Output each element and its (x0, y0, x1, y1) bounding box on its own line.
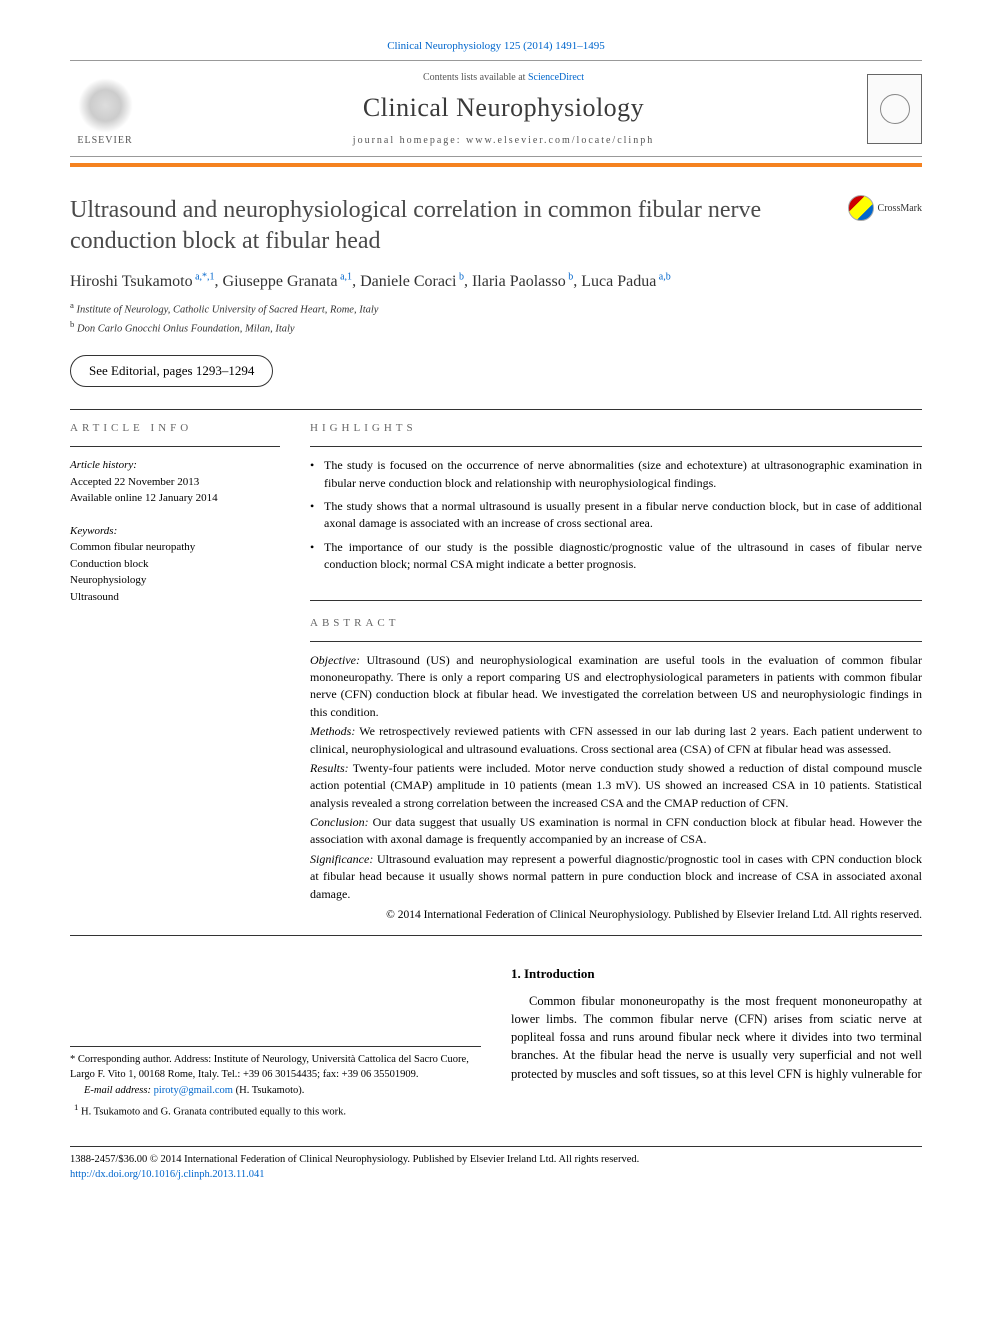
editorial-note-box: See Editorial, pages 1293–1294 (70, 355, 273, 387)
conclusion-text: Our data suggest that usually US examina… (310, 815, 922, 846)
highlights-top-divider (310, 446, 922, 447)
citation-line: Clinical Neurophysiology 125 (2014) 1491… (70, 40, 922, 52)
highlights-bottom-divider (310, 600, 922, 601)
keywords-list: Common fibular neuropathyConduction bloc… (70, 539, 280, 605)
significance-label: Significance: (310, 852, 373, 866)
doi-link[interactable]: http://dx.doi.org/10.1016/j.clinph.2013.… (70, 1169, 265, 1180)
conclusion-label: Conclusion: (310, 815, 369, 829)
note1-text: H. Tsukamoto and G. Granata contributed … (81, 1107, 346, 1118)
body-left-column: * Corresponding author. Address: Institu… (70, 966, 481, 1122)
article-info-label: ARTICLE INFO (70, 422, 280, 434)
journal-cover-thumbnail (867, 74, 922, 144)
objective-label: Objective: (310, 653, 360, 667)
authors-line: Hiroshi Tsukamoto a,*,1, Giuseppe Granat… (70, 271, 922, 290)
abstract-text: Objective: Ultrasound (US) and neurophys… (310, 652, 922, 924)
abstract-copyright: © 2014 International Federation of Clini… (310, 907, 922, 923)
email-person: (H. Tsukamoto). (236, 1085, 305, 1096)
email-link[interactable]: piroty@gmail.com (154, 1085, 233, 1096)
affiliations: a Institute of Neurology, Catholic Unive… (70, 299, 922, 338)
history-label: Article history: (70, 457, 280, 474)
title-row: Ultrasound and neurophysiological correl… (70, 195, 922, 257)
intro-text: Common fibular mononeuropathy is the mos… (511, 992, 922, 1083)
corr-text: Corresponding author. Address: Institute… (70, 1054, 469, 1080)
results-text: Twenty-four patients were included. Moto… (310, 761, 922, 810)
info-highlights-row: ARTICLE INFO Article history: Accepted 2… (70, 422, 922, 923)
email-label: E-mail address: (84, 1085, 151, 1096)
article-history: Article history: Accepted 22 November 20… (70, 457, 280, 507)
crossmark-icon (848, 195, 874, 221)
author: Ilaria Paolasso b (472, 273, 573, 290)
page-container: Clinical Neurophysiology 125 (2014) 1491… (0, 0, 992, 1213)
cover-icon (880, 94, 910, 124)
author: Daniele Coraci b (360, 273, 464, 290)
info-divider (70, 446, 280, 447)
homepage-prefix: journal homepage: (353, 135, 466, 146)
highlights-abstract-column: HIGHLIGHTS The study is focused on the o… (310, 422, 922, 923)
author: Hiroshi Tsukamoto a,*,1 (70, 273, 215, 290)
abstract-top-divider (310, 641, 922, 642)
divider-bottom (70, 935, 922, 936)
online-date: Available online 12 January 2014 (70, 490, 280, 507)
homepage-url[interactable]: www.elsevier.com/locate/clinph (466, 135, 654, 146)
footnotes: * Corresponding author. Address: Institu… (70, 1046, 481, 1120)
author-sup: b (566, 271, 574, 282)
elsevier-logo: ELSEVIER (70, 71, 140, 146)
author: Giuseppe Granata a,1 (223, 273, 353, 290)
contents-line: Contents lists available at ScienceDirec… (140, 72, 867, 83)
results-label: Results: (310, 761, 349, 775)
keyword: Common fibular neuropathy (70, 539, 280, 556)
methods-label: Methods: (310, 724, 355, 738)
highlight-item: The study shows that a normal ultrasound… (310, 498, 922, 533)
intro-heading: 1. Introduction (511, 966, 922, 982)
journal-header: ELSEVIER Contents lists available at Sci… (70, 60, 922, 157)
header-center: Contents lists available at ScienceDirec… (140, 72, 867, 146)
crossmark-badge[interactable]: CrossMark (848, 195, 922, 221)
affiliation: a Institute of Neurology, Catholic Unive… (70, 299, 922, 318)
sciencedirect-link[interactable]: ScienceDirect (528, 72, 584, 83)
body-right-column: 1. Introduction Common fibular mononeuro… (511, 966, 922, 1122)
keywords-block: Keywords: Common fibular neuropathyCondu… (70, 523, 280, 606)
article-title: Ultrasound and neurophysiological correl… (70, 195, 848, 257)
objective-text: Ultrasound (US) and neurophysiological e… (310, 653, 922, 719)
contents-prefix: Contents lists available at (423, 72, 528, 83)
methods-text: We retrospectively reviewed patients wit… (310, 724, 922, 755)
keyword: Conduction block (70, 556, 280, 573)
affiliation: b Don Carlo Gnocchi Onlus Foundation, Mi… (70, 318, 922, 337)
highlights-label: HIGHLIGHTS (310, 422, 922, 434)
significance-text: Ultrasound evaluation may represent a po… (310, 852, 922, 901)
keyword: Ultrasound (70, 589, 280, 606)
elsevier-tree-icon (78, 78, 133, 133)
keywords-label: Keywords: (70, 523, 280, 540)
author-sup: b (456, 271, 464, 282)
journal-name: Clinical Neurophysiology (140, 93, 867, 123)
accepted-date: Accepted 22 November 2013 (70, 474, 280, 491)
note1-marker: 1 (74, 1102, 78, 1112)
elsevier-label: ELSEVIER (77, 135, 132, 146)
homepage-line: journal homepage: www.elsevier.com/locat… (140, 135, 867, 146)
author-sup: a,b (656, 271, 670, 282)
highlights-list: The study is focused on the occurrence o… (310, 457, 922, 589)
highlight-item: The study is focused on the occurrence o… (310, 457, 922, 492)
highlight-item: The importance of our study is the possi… (310, 539, 922, 574)
corr-marker: * (70, 1054, 75, 1065)
article-info-column: ARTICLE INFO Article history: Accepted 2… (70, 422, 280, 923)
footer-copyright: 1388-2457/$36.00 © 2014 International Fe… (70, 1153, 922, 1168)
author: Luca Padua a,b (581, 273, 671, 290)
crossmark-label: CrossMark (878, 203, 922, 214)
author-sup: a,1 (338, 271, 352, 282)
accent-bar (70, 163, 922, 167)
body-columns: * Corresponding author. Address: Institu… (70, 966, 922, 1122)
abstract-label: ABSTRACT (310, 617, 922, 629)
author-sup: a,*,1 (193, 271, 215, 282)
keyword: Neurophysiology (70, 572, 280, 589)
divider-top (70, 409, 922, 410)
page-footer: 1388-2457/$36.00 © 2014 International Fe… (70, 1146, 922, 1182)
